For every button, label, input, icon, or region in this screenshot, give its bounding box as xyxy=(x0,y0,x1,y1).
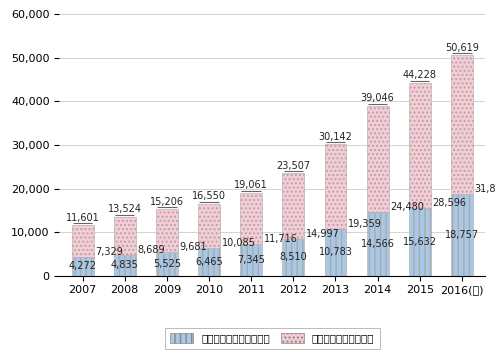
Text: 13,524: 13,524 xyxy=(108,204,142,214)
Bar xyxy=(325,144,346,229)
Text: 39,046: 39,046 xyxy=(361,93,395,103)
Text: 19,061: 19,061 xyxy=(234,180,268,190)
Text: 10,783: 10,783 xyxy=(319,247,352,257)
Text: 24,480: 24,480 xyxy=(390,202,424,212)
Text: 7,329: 7,329 xyxy=(95,247,123,257)
Text: 15,632: 15,632 xyxy=(403,237,437,247)
Legend: モバイルコンテンツ市場, モバイルコマース市場: モバイルコンテンツ市場, モバイルコマース市場 xyxy=(165,328,380,349)
Text: 28,596: 28,596 xyxy=(433,198,466,208)
Text: 18,757: 18,757 xyxy=(445,230,479,240)
Bar xyxy=(282,173,304,238)
Bar xyxy=(240,244,262,276)
Text: 44,228: 44,228 xyxy=(403,71,437,81)
Text: 11,601: 11,601 xyxy=(66,213,99,223)
Text: 19,359: 19,359 xyxy=(348,219,382,229)
Bar xyxy=(156,209,178,252)
Text: 30,142: 30,142 xyxy=(319,132,352,142)
Text: 23,507: 23,507 xyxy=(276,161,310,171)
Bar xyxy=(72,257,94,276)
Text: 5,525: 5,525 xyxy=(153,258,181,268)
Text: 9,681: 9,681 xyxy=(180,242,207,252)
Bar xyxy=(198,204,220,247)
Bar xyxy=(451,194,473,276)
Text: 11,716: 11,716 xyxy=(264,234,297,244)
Bar xyxy=(367,212,389,276)
Text: 4,272: 4,272 xyxy=(69,261,97,271)
Text: 6,465: 6,465 xyxy=(195,257,223,267)
Bar xyxy=(451,55,473,194)
Text: 14,566: 14,566 xyxy=(361,239,395,249)
Bar xyxy=(114,217,136,255)
Bar xyxy=(156,252,178,276)
Bar xyxy=(409,208,431,276)
Bar xyxy=(325,229,346,276)
Bar xyxy=(409,83,431,208)
Text: 8,510: 8,510 xyxy=(280,252,307,262)
Bar xyxy=(367,106,389,212)
Bar xyxy=(114,255,136,276)
Text: 31,862: 31,862 xyxy=(475,184,495,194)
Text: 14,997: 14,997 xyxy=(306,229,340,238)
Text: 16,550: 16,550 xyxy=(192,191,226,201)
Text: 4,835: 4,835 xyxy=(111,260,139,270)
Text: 8,689: 8,689 xyxy=(138,245,165,255)
Bar xyxy=(72,225,94,257)
Bar xyxy=(198,247,220,276)
Bar xyxy=(240,193,262,244)
Text: 10,085: 10,085 xyxy=(222,237,255,247)
Text: 15,206: 15,206 xyxy=(150,197,184,207)
Bar xyxy=(282,238,304,276)
Text: 7,345: 7,345 xyxy=(237,255,265,265)
Text: 50,619: 50,619 xyxy=(445,43,479,53)
